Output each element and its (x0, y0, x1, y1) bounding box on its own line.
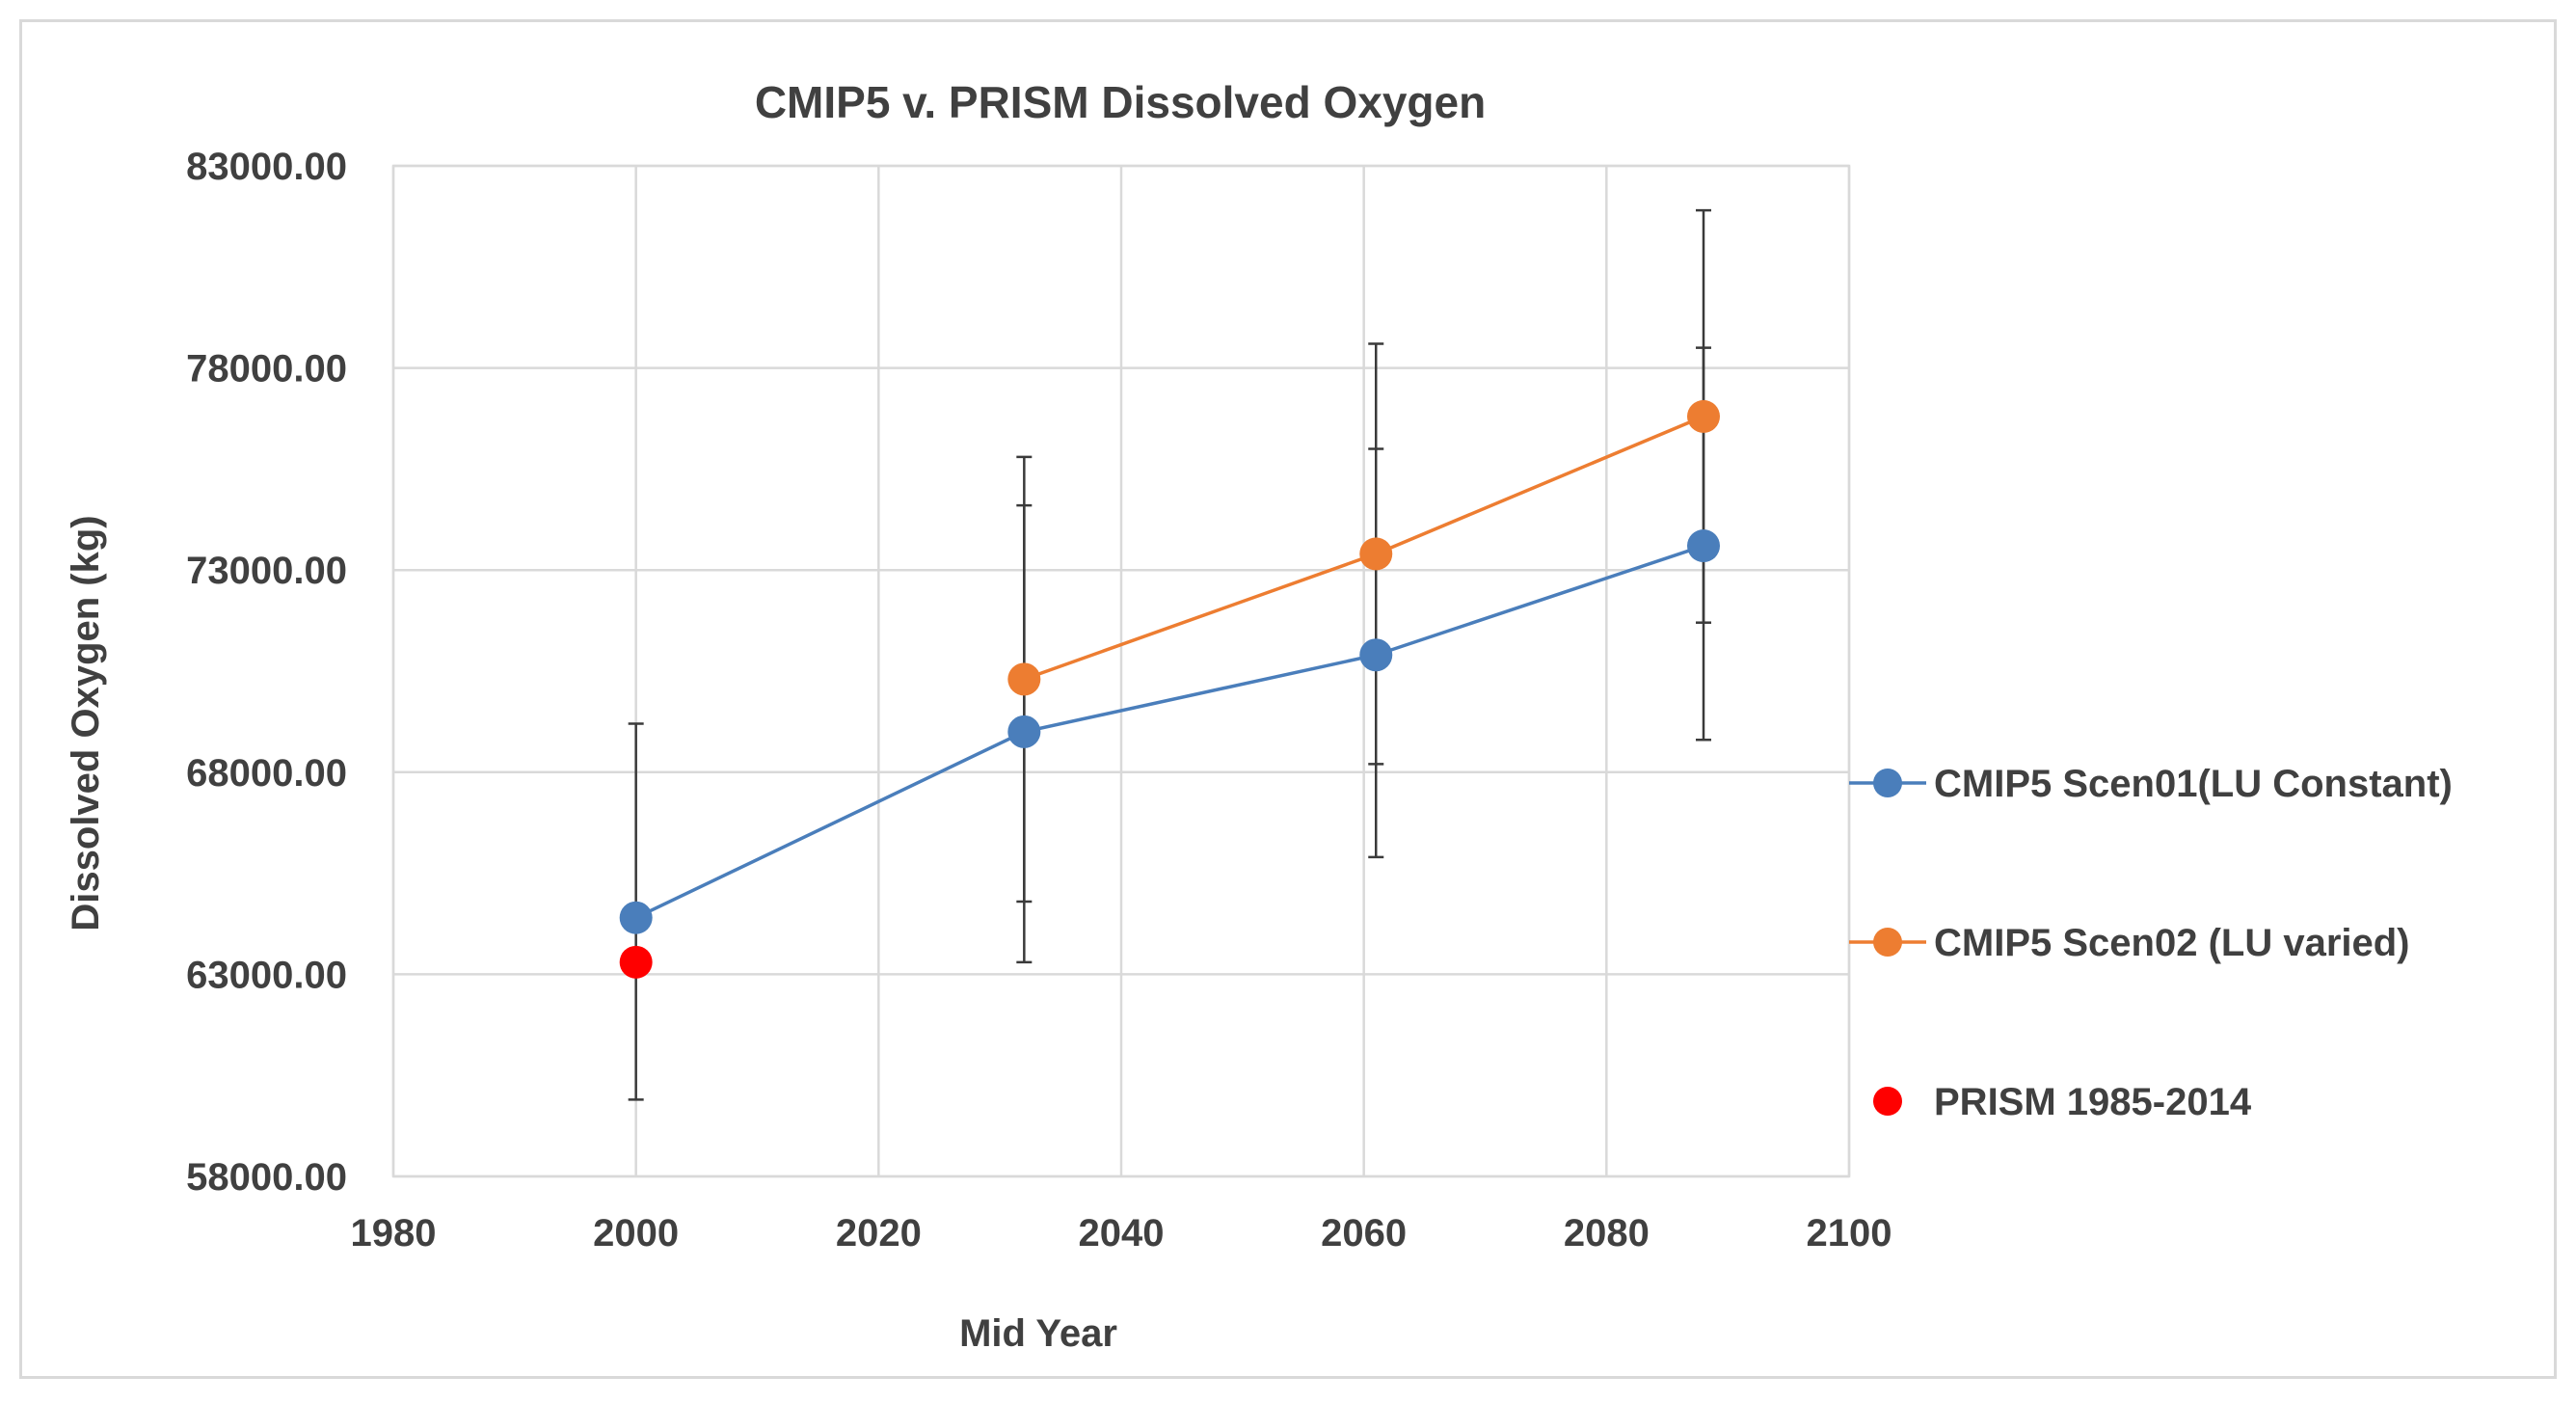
y-tick-label: 63000.00 (186, 954, 347, 996)
legend-marker-cmip5-scen02-lu-varied (1873, 928, 1902, 957)
error-bars (628, 208, 1711, 1101)
x-tick-label: 2060 (1321, 1212, 1407, 1255)
x-tick-label: 1980 (351, 1212, 437, 1255)
y-axis-title: Dissolved Oxygen (kg) (65, 515, 107, 931)
data-point-cmip5-scen01-lu-constant (619, 901, 653, 934)
chart-title: CMIP5 v. PRISM Dissolved Oxygen (755, 77, 1486, 127)
data-point-cmip5-scen01-lu-constant (1687, 529, 1720, 563)
x-tick-label: 2040 (1079, 1212, 1165, 1255)
data-point-cmip5-scen02-lu-varied (1359, 537, 1393, 571)
data-point-cmip5-scen02-lu-varied (1687, 399, 1720, 433)
y-tick-label: 78000.00 (186, 348, 347, 391)
y-tick-label: 58000.00 (186, 1156, 347, 1199)
data-point-cmip5-scen01-lu-constant (1359, 638, 1393, 672)
legend-marker-cmip5-scen01-lu-constant (1873, 769, 1902, 797)
series-line-cmip5-scen01-lu-constant (634, 544, 1704, 920)
x-tick-label: 2080 (1564, 1212, 1650, 1255)
data-point-cmip5-scen01-lu-constant (1007, 715, 1041, 748)
y-tick-label: 83000.00 (186, 146, 347, 188)
legend-label-cmip5-scen01-lu-constant: CMIP5 Scen01(LU Constant) (1934, 763, 2453, 805)
chart-frame (19, 19, 2557, 1379)
x-tick-label: 2020 (836, 1212, 922, 1255)
legend-label-cmip5-scen02-lu-varied: CMIP5 Scen02 (LU varied) (1934, 922, 2410, 964)
data-points (619, 399, 1720, 979)
grid-layer (391, 164, 1851, 1178)
y-tick-label: 68000.00 (186, 752, 347, 795)
legend-marker-prism-1985-2014 (1873, 1087, 1902, 1116)
x-tick-label: 2100 (1807, 1212, 1892, 1255)
axis-tick-labels: 1980 2000 2020 2040 2060 2080 2100 58000.00 6300… (186, 146, 1892, 1255)
series-lines (634, 415, 1704, 920)
legend: CMIP5 Scen01(LU Constant) CMIP5 Scen02 (L… (1849, 763, 2453, 1123)
x-tick-label: 2000 (593, 1212, 679, 1255)
legend-label-prism-1985-2014: PRISM 1985-2014 (1934, 1081, 2252, 1123)
x-axis-title: Mid Year (959, 1312, 1117, 1355)
y-tick-label: 73000.00 (186, 550, 347, 592)
data-point-cmip5-scen02-lu-varied (1007, 662, 1041, 696)
data-point-prism-1985-2014 (619, 945, 653, 979)
